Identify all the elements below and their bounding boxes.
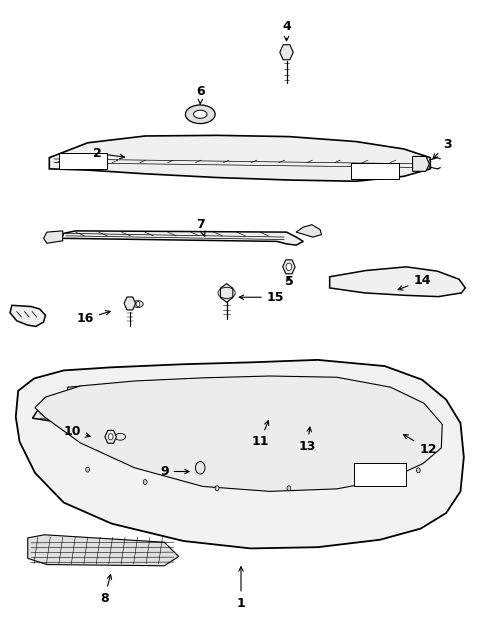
Circle shape xyxy=(143,480,147,485)
Polygon shape xyxy=(105,430,116,443)
Circle shape xyxy=(287,486,291,491)
Ellipse shape xyxy=(186,105,215,123)
Text: 7: 7 xyxy=(196,218,205,237)
Bar xyxy=(354,463,406,487)
Polygon shape xyxy=(35,376,442,492)
Polygon shape xyxy=(67,398,105,411)
Polygon shape xyxy=(330,267,465,297)
Polygon shape xyxy=(413,156,429,171)
Text: 14: 14 xyxy=(398,274,431,290)
Circle shape xyxy=(416,468,420,473)
Polygon shape xyxy=(280,45,293,60)
Polygon shape xyxy=(61,231,303,245)
Bar xyxy=(59,153,107,169)
Circle shape xyxy=(136,302,140,307)
Circle shape xyxy=(359,481,363,486)
Text: 2: 2 xyxy=(93,147,124,160)
Text: 9: 9 xyxy=(160,465,189,478)
Polygon shape xyxy=(28,535,179,566)
Ellipse shape xyxy=(133,301,143,308)
Polygon shape xyxy=(67,386,83,409)
Polygon shape xyxy=(282,260,295,274)
Text: 15: 15 xyxy=(239,291,284,304)
Text: 4: 4 xyxy=(282,20,291,40)
Polygon shape xyxy=(314,400,336,413)
Polygon shape xyxy=(124,297,135,310)
Polygon shape xyxy=(277,398,313,413)
Polygon shape xyxy=(220,283,233,302)
Circle shape xyxy=(108,434,113,440)
Text: 3: 3 xyxy=(433,138,451,158)
Circle shape xyxy=(86,467,90,472)
Circle shape xyxy=(215,486,219,491)
Text: 12: 12 xyxy=(403,434,437,455)
Text: 5: 5 xyxy=(284,275,294,288)
Text: 6: 6 xyxy=(196,85,204,104)
Text: 11: 11 xyxy=(252,421,269,448)
Text: 1: 1 xyxy=(237,567,245,609)
Text: 13: 13 xyxy=(298,427,316,452)
Text: 16: 16 xyxy=(77,311,110,325)
Polygon shape xyxy=(10,305,45,326)
Text: 8: 8 xyxy=(100,574,112,604)
Bar xyxy=(351,163,399,179)
Ellipse shape xyxy=(115,434,125,440)
Polygon shape xyxy=(49,135,430,181)
Circle shape xyxy=(196,462,205,474)
Polygon shape xyxy=(296,225,321,237)
Polygon shape xyxy=(43,231,63,243)
Text: 10: 10 xyxy=(64,425,90,438)
Polygon shape xyxy=(33,394,413,435)
Ellipse shape xyxy=(194,110,207,118)
Polygon shape xyxy=(16,360,464,548)
Circle shape xyxy=(286,263,292,270)
